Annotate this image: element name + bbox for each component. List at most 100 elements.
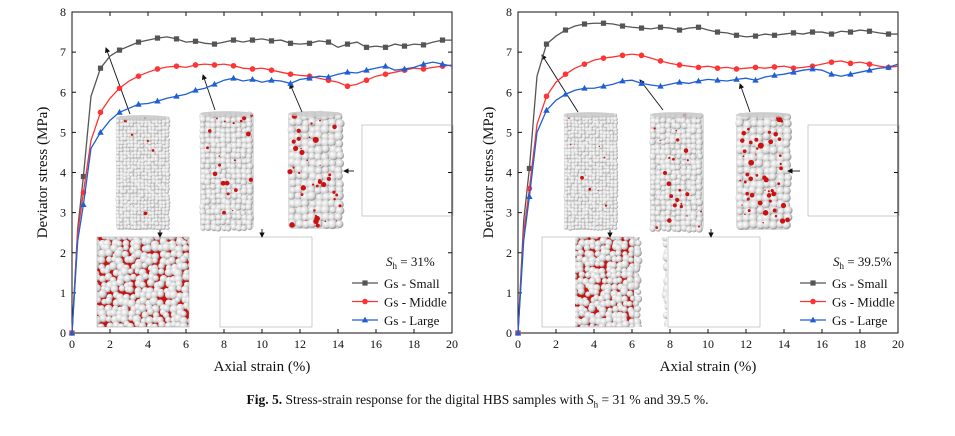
- data-point-middle: [600, 55, 607, 61]
- series-markers-large: [68, 60, 446, 336]
- arrow: [541, 54, 579, 113]
- legend-marker-large: [809, 316, 817, 323]
- data-point-middle: [230, 62, 237, 69]
- data-point-small: [733, 32, 740, 38]
- x-tick-label: 10: [256, 337, 268, 351]
- data-point-small: [192, 38, 199, 44]
- y-tick-label: 5: [506, 125, 512, 139]
- data-point-middle: [657, 58, 664, 64]
- data-point-large: [154, 97, 161, 104]
- data-point-small: [287, 40, 294, 46]
- data-point-small: [828, 31, 835, 37]
- data-point-small: [600, 20, 607, 26]
- y-tick-label: 8: [506, 5, 512, 19]
- data-point-middle: [714, 65, 721, 71]
- legend-marker-small: [362, 280, 368, 286]
- data-point-middle: [866, 61, 873, 67]
- x-tick-label: 10: [702, 337, 714, 351]
- legend-label-small: Gs - Small: [832, 276, 888, 291]
- data-point-large: [695, 77, 702, 84]
- legend-label-middle: Gs - Middle: [832, 295, 895, 310]
- data-point-large: [211, 80, 218, 87]
- x-tick-label: 14: [778, 337, 790, 351]
- x-tick-label: 0: [69, 337, 75, 351]
- data-point-small: [116, 47, 123, 53]
- data-point-large: [638, 80, 645, 86]
- legend-label-small: Gs - Small: [384, 276, 440, 291]
- y-tick-label: 3: [60, 206, 66, 220]
- hydrate-section-image: [661, 236, 761, 328]
- hydrate-section-image: [541, 236, 643, 328]
- x-tick-label: 2: [553, 337, 559, 351]
- data-point-large: [714, 76, 721, 83]
- data-point-large: [249, 76, 256, 82]
- hydrate-section-image: [361, 124, 454, 217]
- data-point-large: [230, 74, 237, 81]
- cylinder-specimen-image: [286, 110, 345, 230]
- series-markers-large: [514, 63, 892, 336]
- y-tick-label: 5: [60, 125, 66, 139]
- data-point-large: [306, 74, 313, 81]
- data-point-large: [68, 329, 76, 336]
- data-point-small: [154, 35, 161, 41]
- x-tick-label: 4: [145, 337, 151, 351]
- data-point-large: [733, 76, 740, 82]
- data-point-small: [562, 27, 569, 33]
- data-point-middle: [790, 65, 797, 71]
- data-point-small: [581, 21, 588, 27]
- data-point-small: [714, 29, 721, 35]
- data-point-large: [526, 193, 533, 199]
- data-point-large: [97, 128, 104, 135]
- caption-text-pre: Stress-strain response for the digital H…: [285, 392, 587, 407]
- y-tick-label: 4: [60, 166, 66, 180]
- data-point-middle: [752, 64, 759, 71]
- data-point-large: [657, 82, 664, 89]
- data-point-small: [382, 44, 389, 50]
- data-point-middle: [382, 71, 389, 77]
- legend-marker-middle: [362, 298, 368, 305]
- data-point-small: [885, 31, 892, 37]
- data-point-middle: [249, 66, 256, 72]
- data-point-middle: [526, 185, 533, 192]
- data-point-small: [439, 37, 446, 43]
- y-tick-label: 4: [506, 166, 512, 180]
- y-axis-label: Deviator stress (MPa): [481, 107, 497, 239]
- y-tick-label: 2: [506, 246, 512, 260]
- data-point-large: [344, 68, 351, 75]
- data-point-middle: [211, 62, 218, 68]
- data-point-small: [325, 39, 332, 45]
- x-tick-label: 8: [667, 337, 673, 351]
- x-tick-label: 6: [183, 337, 189, 351]
- data-point-middle: [287, 71, 294, 77]
- legend-label-large: Gs - Large: [832, 313, 888, 328]
- data-point-middle: [676, 62, 683, 68]
- data-point-middle: [581, 61, 588, 67]
- x-tick-label: 20: [446, 337, 458, 351]
- y-tick-label: 0: [506, 326, 512, 340]
- data-point-small: [638, 25, 645, 31]
- data-point-middle: [116, 85, 123, 92]
- data-point-large: [581, 84, 588, 91]
- x-axis-label: Axial strain (%): [660, 359, 757, 375]
- x-tick-label: 12: [294, 337, 306, 351]
- x-tick-label: 8: [221, 337, 227, 351]
- data-point-middle: [619, 52, 626, 59]
- data-point-middle: [97, 109, 104, 116]
- arrow: [201, 74, 216, 111]
- data-point-large: [885, 63, 892, 70]
- x-tick-label: 20: [892, 337, 904, 351]
- data-point-large: [192, 86, 199, 93]
- caption-var: S: [586, 392, 594, 407]
- y-tick-label: 1: [506, 286, 512, 300]
- x-tick-label: 14: [332, 337, 344, 351]
- data-point-middle: [562, 71, 569, 77]
- x-axis-label: Axial strain (%): [214, 359, 311, 375]
- x-tick-label: 16: [370, 337, 382, 351]
- data-point-small: [363, 44, 370, 50]
- data-point-middle: [733, 66, 740, 72]
- data-point-middle: [173, 63, 180, 69]
- caption-label: Fig. 5.: [246, 392, 283, 407]
- arrow: [105, 47, 131, 115]
- data-point-large: [809, 65, 816, 72]
